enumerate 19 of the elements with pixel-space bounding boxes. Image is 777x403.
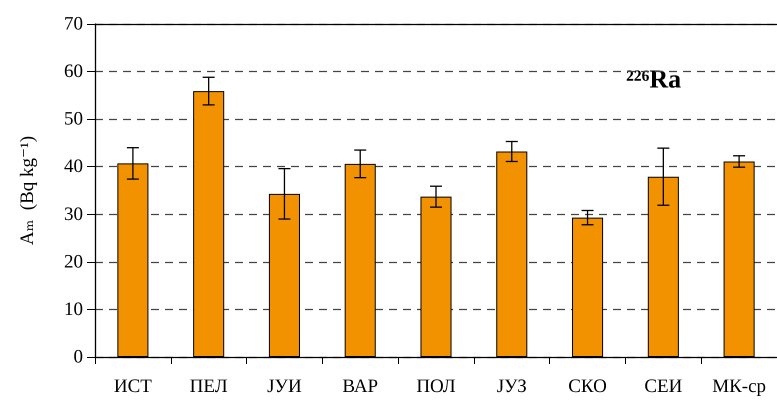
x-tick-label: ПОЛ <box>416 376 456 397</box>
y-tick-label: 60 <box>64 61 83 82</box>
x-tick-label: ИСТ <box>114 376 152 397</box>
y-tick-label: 10 <box>64 298 83 320</box>
x-tick-label: СЕИ <box>644 376 683 397</box>
x-tick-label: ПЕЛ <box>190 376 228 397</box>
x-tick-label: ВАР <box>342 376 378 397</box>
x-tick-label: ЈУЗ <box>496 376 527 397</box>
x-tick-label: МК-ср <box>712 376 766 397</box>
y-tick-label: 20 <box>64 251 83 272</box>
y-tick-label: 70 <box>64 14 83 34</box>
annotation: ²²⁶Ra <box>626 64 682 94</box>
x-tick-label: ЈУИ <box>267 376 302 397</box>
y-tick-label: 40 <box>64 156 83 178</box>
y-tick-label: 0 <box>74 346 83 368</box>
y-tick-label: 30 <box>64 204 83 225</box>
x-tick-label: СКО <box>568 376 607 397</box>
y-tick-label: 50 <box>64 108 83 130</box>
y-axis-title: Aₘ (Bq kg⁻¹) <box>17 136 38 246</box>
